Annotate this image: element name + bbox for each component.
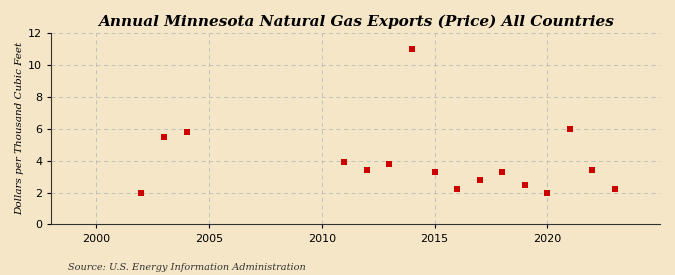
Point [497,170,508,174]
Point [610,187,620,192]
Point [384,162,395,166]
Point [429,170,440,174]
Point [362,168,373,172]
Point [564,127,575,131]
Point [406,47,417,51]
Y-axis label: Dollars per Thousand Cubic Feet: Dollars per Thousand Cubic Feet [15,42,24,216]
Point [475,178,485,182]
Point [452,187,462,192]
Title: Annual Minnesota Natural Gas Exports (Price) All Countries: Annual Minnesota Natural Gas Exports (Pr… [98,15,614,29]
Point [587,168,598,172]
Text: Source: U.S. Energy Information Administration: Source: U.S. Energy Information Administ… [68,263,305,272]
Point [136,190,147,195]
Point [181,130,192,134]
Point [339,160,350,164]
Point [159,135,169,139]
Point [519,182,530,187]
Point [542,190,553,195]
